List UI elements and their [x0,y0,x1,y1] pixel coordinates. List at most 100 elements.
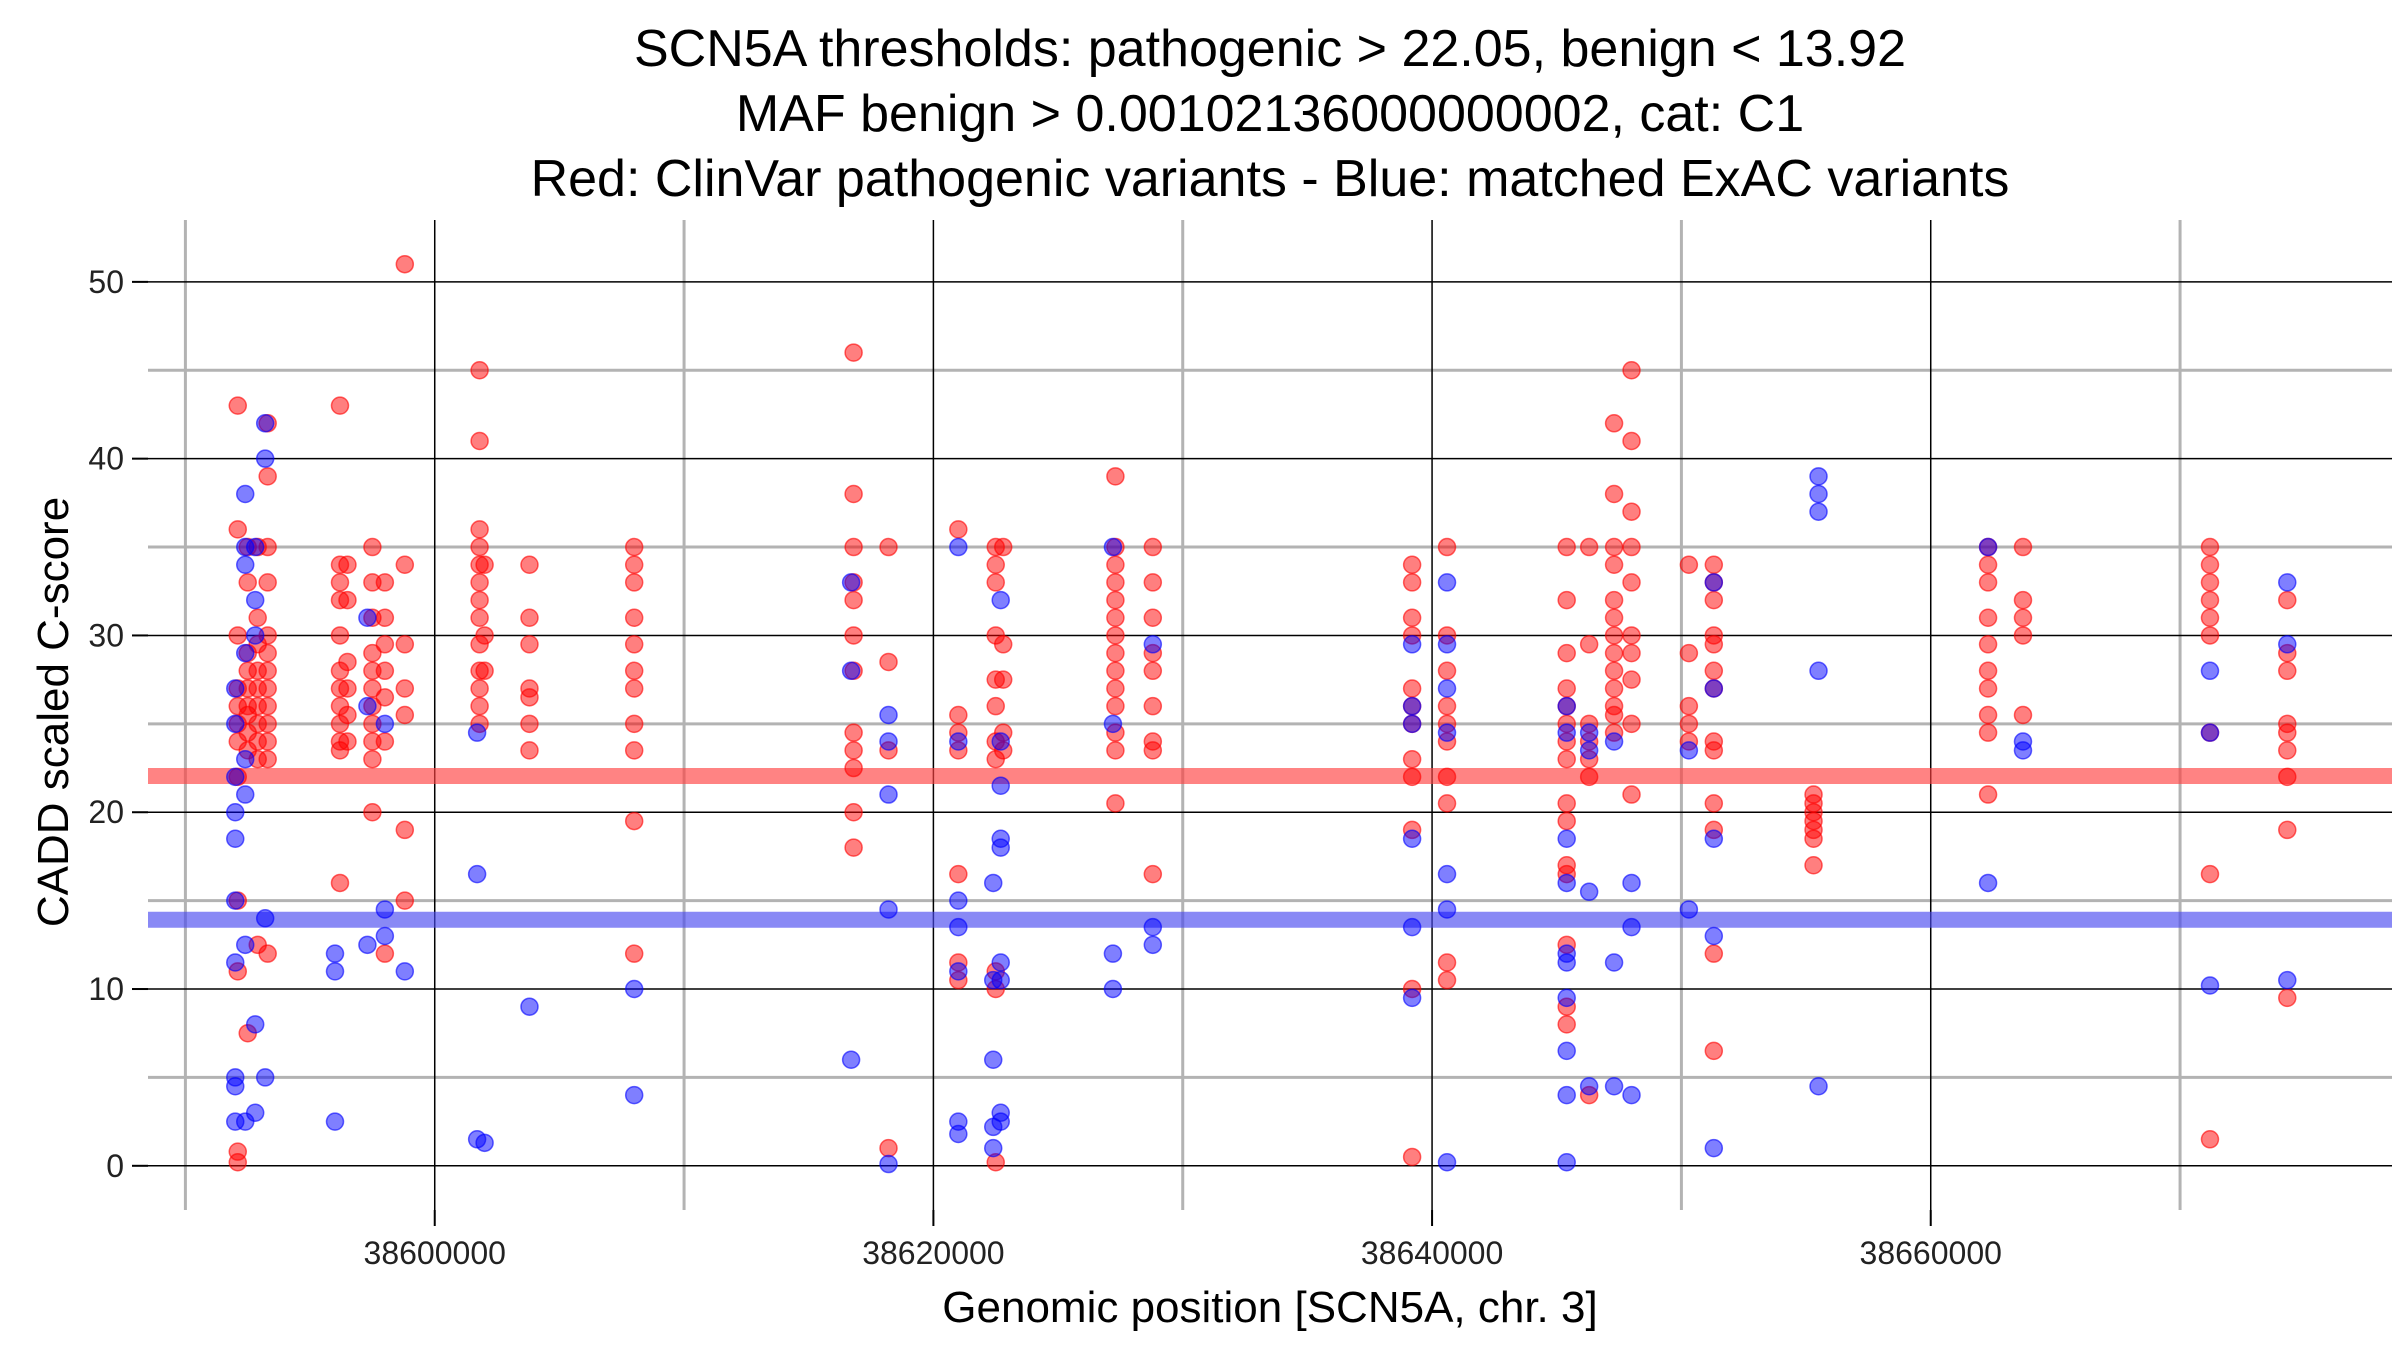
clinvar-point [1622,643,1641,663]
exac-point [475,1133,494,1153]
clinvar-point [258,467,277,486]
exac-point [983,873,1003,893]
clinvar-point [1622,785,1641,804]
clinvar-point [1704,794,1724,813]
exac-point [1604,732,1624,751]
exac-point [255,449,275,468]
clinvar-point [2278,988,2297,1008]
clinvar-point [228,520,248,539]
exac-point [879,732,898,751]
clinvar-point [470,608,489,628]
clinvar-point [2200,608,2220,628]
clinvar-point [1604,661,1624,681]
exac-point [991,838,1010,857]
clinvar-point [624,661,644,681]
clinvar-point [1557,794,1576,813]
exac-point [467,864,487,884]
clinvar-point [395,820,415,840]
clinvar-point [228,626,248,645]
exac-point [1143,917,1163,937]
clinvar-point [1557,679,1576,698]
clinvar-point [395,635,415,654]
clinvar-point [1704,590,1724,610]
clinvar-point [375,732,395,751]
clinvar-point [2278,590,2297,610]
clinvar-point [475,555,494,574]
clinvar-point [1402,1147,1422,1167]
clinvar-point [1604,537,1624,557]
clinvar-point [1106,626,1125,645]
clinvar-point [1402,749,1422,769]
clinvar-point [844,484,863,504]
clinvar-point [844,537,863,557]
exac-point [1437,864,1457,884]
exac-point [983,1050,1003,1069]
clinvar-point [1604,590,1624,610]
exac-point [245,590,265,610]
exac-point [1557,723,1576,742]
clinvar-point [1978,785,1998,804]
exac-point [1402,988,1422,1008]
exac-point [879,900,898,919]
clinvar-point [1604,705,1624,725]
exac-point [255,909,275,928]
y-tick-label: 30 [88,617,124,653]
clinvar-point [475,626,494,645]
clinvar-point [1106,679,1125,698]
clinvar-point [1622,714,1641,734]
clinvar-point [2278,820,2297,840]
clinvar-point [993,537,1013,557]
exac-point [2278,970,2297,990]
clinvar-point [258,679,277,698]
exac-point [1809,502,1828,521]
clinvar-point [228,396,248,415]
clinvar-point [1679,696,1699,716]
exac-point [226,679,245,698]
clinvar-point [2200,555,2220,574]
clinvar-point [624,573,644,592]
exac-point [1622,873,1641,893]
x-tick-label: 38600000 [364,1235,506,1271]
exac-point [983,1138,1003,1158]
clinvar-point [258,643,277,663]
clinvar-point [228,1153,248,1172]
exac-point [1579,741,1599,760]
clinvar-point [338,705,357,725]
clinvar-point [375,688,395,707]
clinvar-point [1704,555,1724,574]
clinvar-point [520,741,539,760]
clinvar-point [1604,679,1624,698]
clinvar-point [1402,608,1422,628]
clinvar-point [1437,794,1457,813]
exac-point [1622,1085,1641,1105]
exac-point [395,962,415,981]
clinvar-point [624,635,644,654]
exac-point [624,979,644,999]
clinvar-point [258,573,277,592]
exac-point [1402,696,1422,716]
clinvar-point [1557,1015,1576,1034]
clinvar-point [1106,741,1125,760]
exac-point [1978,537,1998,557]
exac-point [949,537,968,557]
clinvar-point [470,573,489,592]
chart-title: SCN5A thresholds: pathogenic > 22.05, be… [531,20,2010,208]
clinvar-point [2278,741,2297,760]
clinvar-point [330,573,350,592]
exac-point [1437,573,1457,592]
exac-point [1437,1153,1457,1172]
clinvar-point [1143,741,1163,760]
exac-point [1579,882,1599,902]
clinvar-point [1402,555,1422,574]
exac-point [879,705,898,725]
clinvar-point [1604,555,1624,574]
clinvar-point [1978,661,1998,681]
clinvar-point [2278,661,2297,681]
clinvar-point [258,696,277,716]
clinvar-point [1579,767,1599,787]
clinvar-point [520,608,539,628]
clinvar-point [2200,1130,2220,1149]
clinvar-point [470,590,489,610]
clinvar-point [1622,626,1641,645]
